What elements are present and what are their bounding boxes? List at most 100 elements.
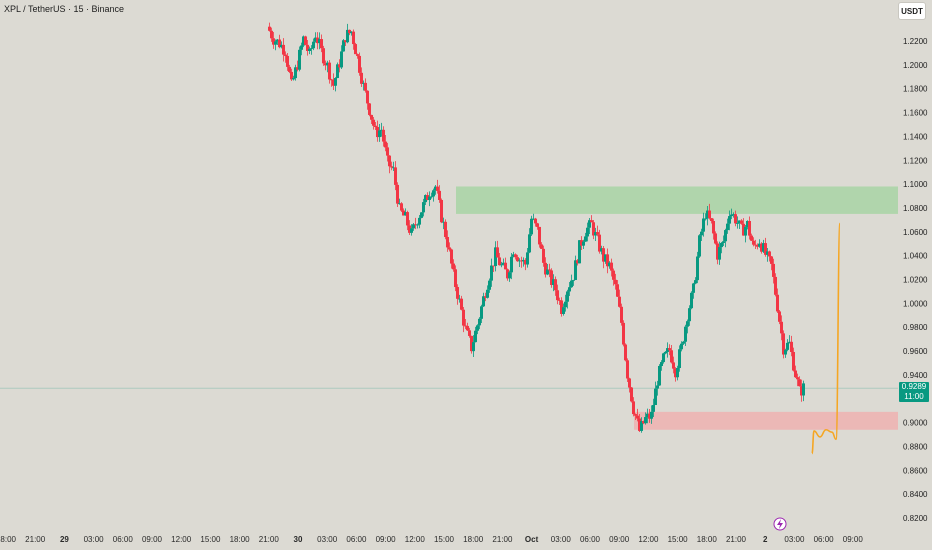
time-axis-tick: 15:00: [200, 535, 221, 544]
candle-body: [520, 260, 523, 262]
candle-body: [516, 257, 519, 262]
candle-body: [636, 415, 639, 419]
candle-body: [318, 39, 321, 44]
candle-body: [472, 342, 475, 352]
candle-body: [682, 341, 685, 344]
price-axis-tick: 1.1400: [903, 132, 928, 141]
candle-body: [484, 296, 487, 298]
candle-body: [552, 279, 555, 285]
candle-body: [566, 291, 569, 302]
candle-body: [500, 264, 503, 266]
candle-body: [382, 129, 385, 142]
candle-body: [434, 186, 437, 191]
candle-body: [798, 379, 801, 387]
candle-body: [410, 228, 413, 233]
price-axis-tick: 1.2000: [903, 61, 928, 70]
candle-body: [294, 67, 297, 79]
candle-body: [524, 259, 527, 265]
candle-body: [452, 263, 455, 270]
time-axis-tick: 12:00: [405, 535, 426, 544]
candle-body: [332, 79, 335, 86]
time-axis-tick: 09:00: [843, 535, 864, 544]
candle-body: [610, 262, 613, 271]
candle-body: [668, 348, 671, 351]
candle-body: [506, 269, 509, 279]
candle-body: [322, 48, 325, 64]
candle-body: [802, 383, 805, 396]
candle-body: [600, 248, 603, 252]
candle-body: [748, 220, 751, 236]
candle-body: [420, 212, 423, 218]
candle-body: [328, 62, 331, 80]
candle-body: [542, 248, 545, 263]
candle-body: [690, 292, 693, 309]
candle-body: [768, 251, 771, 257]
time-axis-tick: 2: [763, 535, 768, 544]
candle-body: [474, 330, 477, 343]
candle-body: [430, 196, 433, 198]
candle-body: [724, 230, 727, 242]
candle-body: [494, 247, 497, 266]
candle-body: [622, 322, 625, 345]
time-axis-tick: 15:00: [434, 535, 455, 544]
candle-body: [590, 220, 593, 223]
candle-body: [428, 196, 431, 200]
price-axis-tick: 1.1200: [903, 156, 928, 165]
price-axis-tick: 0.8600: [903, 466, 928, 475]
price-axis-tick: 0.9600: [903, 347, 928, 356]
time-axis-tick: 03:00: [317, 535, 338, 544]
candle-body: [530, 218, 533, 235]
price-axis-tick: 0.8800: [903, 442, 928, 451]
candle-body: [686, 321, 689, 327]
projection-path: [811, 222, 841, 455]
candle-body: [406, 212, 409, 226]
candle-body: [664, 351, 667, 354]
candle-body: [588, 220, 591, 228]
candle-body: [268, 26, 271, 31]
candle-body: [728, 216, 731, 224]
candle-body: [534, 218, 537, 224]
candle-body: [624, 344, 627, 361]
time-axis-tick: 03:00: [84, 535, 105, 544]
candle-body: [386, 147, 389, 156]
candle-body: [492, 265, 495, 267]
time-axis-tick: 12:00: [638, 535, 659, 544]
candle-body: [390, 166, 393, 168]
candle-body: [742, 223, 745, 236]
candle-body: [526, 252, 529, 265]
candle-body: [596, 232, 599, 235]
candle-body: [276, 39, 279, 42]
candle-body: [544, 262, 547, 275]
price-axis-tick: 0.8400: [903, 490, 928, 499]
candle-body: [396, 184, 399, 204]
candle-body: [776, 294, 779, 312]
candle-body: [608, 262, 611, 267]
candle-body: [480, 306, 483, 319]
candle-body: [438, 190, 441, 200]
price-axis-tick: 1.0400: [903, 252, 928, 261]
currency-badge[interactable]: USDT: [898, 2, 926, 20]
candle-body: [280, 44, 283, 48]
candle-body: [310, 48, 313, 50]
price-axis-tick: 1.1000: [903, 180, 928, 189]
candle-body: [308, 48, 311, 52]
candle-body: [478, 318, 481, 326]
time-axis-tick: 21:00: [492, 535, 513, 544]
candle-body: [572, 279, 575, 281]
candle-body: [302, 36, 305, 46]
candle-body: [704, 218, 707, 220]
candle-body: [558, 300, 561, 301]
candle-body: [402, 210, 405, 216]
candle-body: [440, 199, 443, 223]
candle-body: [458, 298, 461, 300]
candle-body: [644, 417, 647, 424]
candle-body: [456, 287, 459, 299]
candle-body: [536, 223, 539, 227]
candle-body: [634, 414, 637, 416]
candle-body: [652, 404, 655, 412]
candle-body: [734, 214, 737, 224]
time-axis-tick: 09:00: [142, 535, 163, 544]
candle-body: [466, 325, 469, 331]
candle-body: [650, 411, 653, 419]
